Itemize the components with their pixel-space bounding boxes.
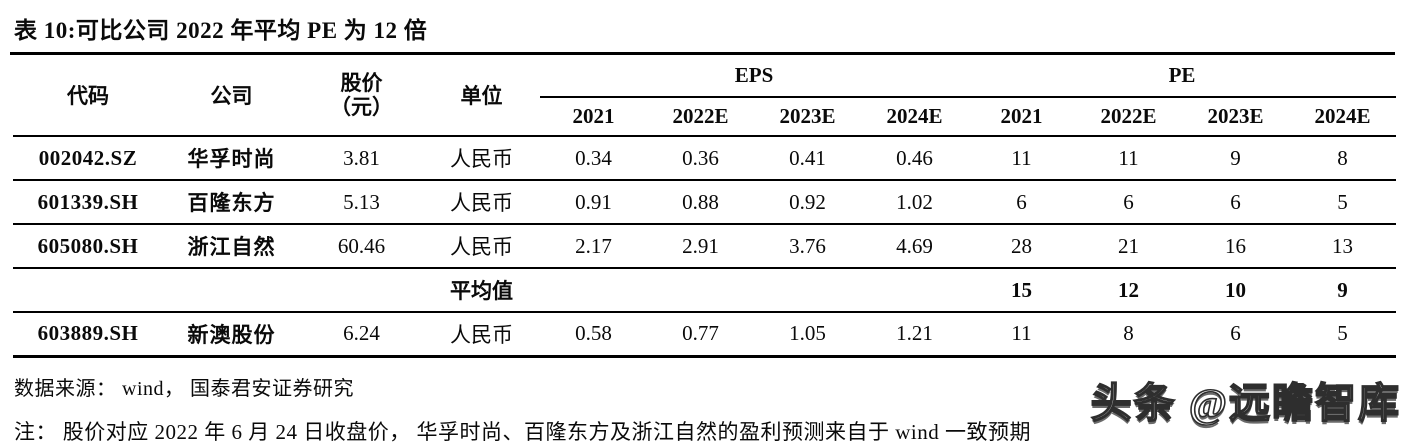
cell-pe-2022e: 11 — [1075, 136, 1183, 181]
header-years-row: 2021 2022E 2023E 2024E 2021 2022E 2023E … — [13, 97, 1397, 137]
cell-company: 浙江自然 — [163, 224, 300, 269]
cell-empty — [163, 268, 300, 313]
cell-empty — [647, 268, 754, 313]
cell-eps-2024e: 1.02 — [861, 180, 969, 225]
cell-code: 002042.SZ — [13, 136, 163, 181]
watermark: 头条 @远瞻智库 — [1090, 379, 1401, 427]
cell-pe-2021: 6 — [968, 180, 1076, 225]
col-header-price: 股价 （元） — [300, 55, 423, 137]
table-row: 605080.SH 浙江自然 60.46 人民币 2.17 2.91 3.76 … — [13, 224, 1397, 269]
col-header-unit: 单位 — [423, 55, 540, 137]
cell-eps-2022e: 0.88 — [647, 180, 754, 225]
col-header-eps-2022e: 2022E — [647, 97, 754, 137]
col-header-pe-2022e: 2022E — [1075, 97, 1183, 137]
data-source-note: 数据来源： wind， 国泰君安证券研究 — [14, 377, 354, 400]
cell-pe-2024e: 8 — [1289, 136, 1397, 181]
cell-unit: 人民币 — [423, 180, 540, 225]
price-header-line2: （元） — [330, 95, 393, 119]
cell-eps-2021: 2.17 — [540, 224, 647, 269]
title-rule — [10, 52, 1395, 55]
col-header-pe-2021: 2021 — [968, 97, 1076, 137]
cell-pe-2022e: 21 — [1075, 224, 1183, 269]
col-header-pe-2023e: 2023E — [1182, 97, 1290, 137]
cell-eps-2023e: 0.41 — [754, 136, 861, 181]
col-group-eps: EPS — [540, 55, 969, 98]
avg-pe-2024e: 9 — [1289, 268, 1397, 313]
cell-empty — [540, 268, 647, 313]
average-row: 平均值 15 12 10 9 — [13, 268, 1397, 313]
cell-company: 百隆东方 — [163, 180, 300, 225]
cell-empty — [754, 268, 861, 313]
col-header-eps-2021: 2021 — [540, 97, 647, 137]
cell-eps-2021: 0.58 — [540, 312, 647, 358]
cell-pe-2022e: 8 — [1075, 312, 1183, 358]
table-row: 603889.SH 新澳股份 6.24 人民币 0.58 0.77 1.05 1… — [13, 312, 1397, 358]
table-title: 表 10:可比公司 2022 年平均 PE 为 12 倍 — [14, 18, 428, 43]
col-header-code: 代码 — [13, 55, 163, 137]
cell-eps-2022e: 2.91 — [647, 224, 754, 269]
cell-eps-2023e: 0.92 — [754, 180, 861, 225]
header-group-row: 代码 公司 股价 （元） 单位 EPS PE — [13, 55, 1397, 137]
comparable-companies-table: 代码 公司 股价 （元） 单位 EPS PE 2021 2022E 2023E … — [13, 55, 1397, 358]
cell-pe-2023e: 6 — [1182, 180, 1290, 225]
price-header-line1: 股价 — [340, 70, 383, 95]
cell-pe-2023e: 6 — [1182, 312, 1290, 358]
cell-price: 5.13 — [300, 180, 423, 225]
report-table-page: 表 10:可比公司 2022 年平均 PE 为 12 倍 代码 公司 股价 （元… — [10, 18, 1401, 444]
cell-eps-2021: 0.91 — [540, 180, 647, 225]
cell-eps-2023e: 1.05 — [754, 312, 861, 358]
cell-unit: 人民币 — [423, 136, 540, 181]
cell-empty — [861, 268, 969, 313]
col-header-eps-2024e: 2024E — [861, 97, 969, 137]
cell-pe-2023e: 9 — [1182, 136, 1290, 181]
avg-pe-2023e: 10 — [1182, 268, 1290, 313]
cell-eps-2024e: 1.21 — [861, 312, 969, 358]
col-header-pe-2024e: 2024E — [1289, 97, 1397, 137]
avg-pe-2022e: 12 — [1075, 268, 1183, 313]
cell-pe-2024e: 5 — [1289, 180, 1397, 225]
table-row: 601339.SH 百隆东方 5.13 人民币 0.91 0.88 0.92 1… — [13, 180, 1397, 225]
col-header-company: 公司 — [163, 55, 300, 137]
cell-company: 华孚时尚 — [163, 136, 300, 181]
cell-eps-2024e: 4.69 — [861, 224, 969, 269]
cell-pe-2021: 11 — [968, 136, 1076, 181]
cell-price: 60.46 — [300, 224, 423, 269]
cell-price: 3.81 — [300, 136, 423, 181]
cell-pe-2024e: 5 — [1289, 312, 1397, 358]
cell-pe-2023e: 16 — [1182, 224, 1290, 269]
average-label: 平均值 — [423, 268, 540, 313]
cell-eps-2021: 0.34 — [540, 136, 647, 181]
cell-eps-2023e: 3.76 — [754, 224, 861, 269]
cell-eps-2022e: 0.36 — [647, 136, 754, 181]
cell-price: 6.24 — [300, 312, 423, 358]
cell-code: 603889.SH — [13, 312, 163, 358]
cell-company: 新澳股份 — [163, 312, 300, 358]
cell-empty — [13, 268, 163, 313]
avg-pe-2021: 15 — [968, 268, 1076, 313]
cell-eps-2024e: 0.46 — [861, 136, 969, 181]
cell-pe-2021: 11 — [968, 312, 1076, 358]
cell-unit: 人民币 — [423, 224, 540, 269]
cell-empty — [300, 268, 423, 313]
col-group-pe: PE — [968, 55, 1397, 98]
col-header-eps-2023e: 2023E — [754, 97, 861, 137]
cell-code: 605080.SH — [13, 224, 163, 269]
cell-pe-2021: 28 — [968, 224, 1076, 269]
table-row: 002042.SZ 华孚时尚 3.81 人民币 0.34 0.36 0.41 0… — [13, 136, 1397, 181]
cell-pe-2024e: 13 — [1289, 224, 1397, 269]
cell-pe-2022e: 6 — [1075, 180, 1183, 225]
cell-code: 601339.SH — [13, 180, 163, 225]
cell-eps-2022e: 0.77 — [647, 312, 754, 358]
cell-unit: 人民币 — [423, 312, 540, 358]
